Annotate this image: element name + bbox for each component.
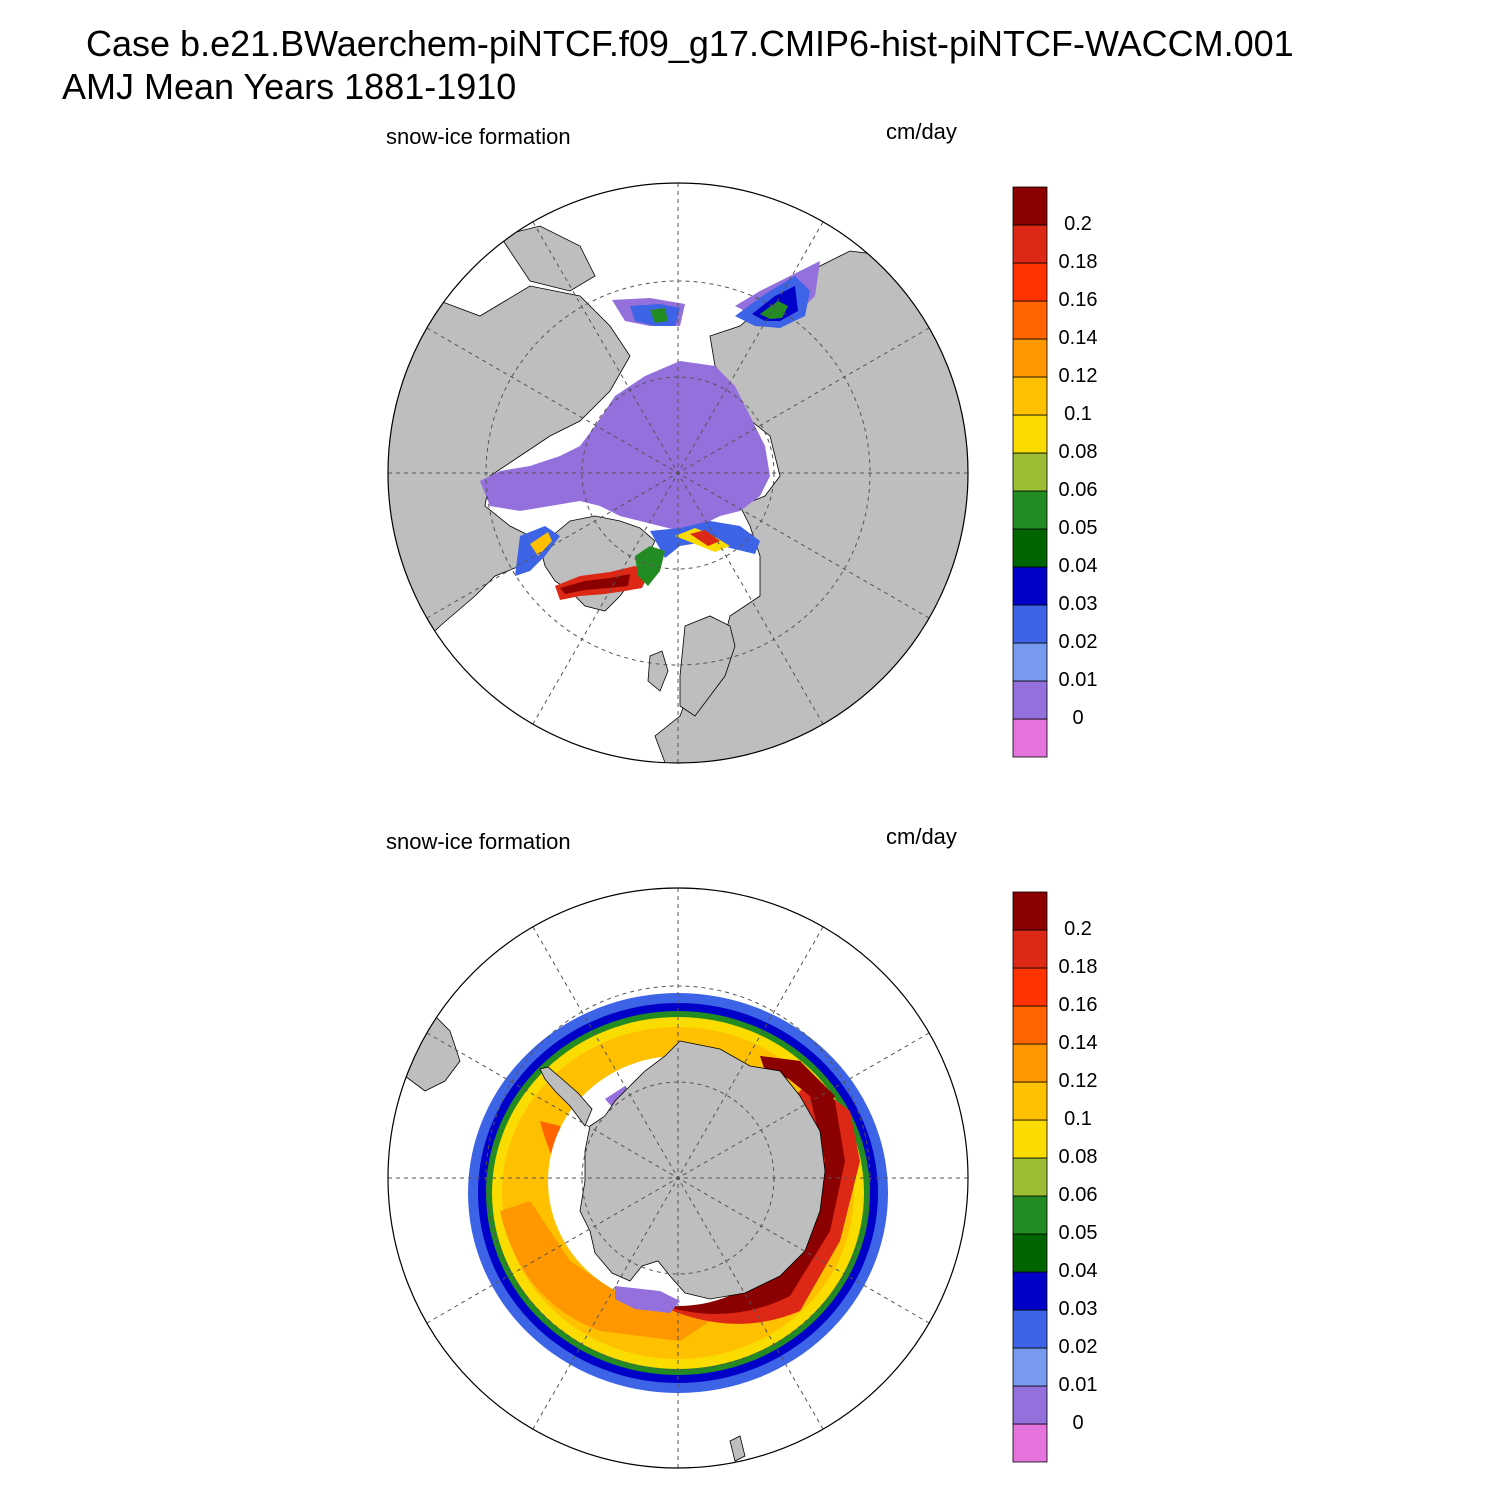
colorbar-tick-label: 0.01 — [1058, 1374, 1098, 1396]
figure-subtitle: AMJ Mean Years 1881-1910 — [62, 66, 517, 107]
colorbar-box — [1012, 452, 1048, 492]
colorbar-tick-label: 0.18 — [1058, 956, 1098, 978]
colorbar-tick-label: 0.08 — [1058, 1146, 1098, 1168]
colorbar-tick-label: 0.2 — [1064, 918, 1092, 940]
colorbar-box — [1012, 1347, 1048, 1387]
colorbar-box — [1012, 376, 1048, 416]
colorbar-tick-label: 0.1 — [1064, 1108, 1092, 1130]
variable-label-north: snow-ice formation — [386, 124, 571, 149]
colorbar-tick-label: 0.04 — [1058, 1260, 1098, 1282]
colorbar-box — [1012, 338, 1048, 378]
colorbar-tick-label: 0.16 — [1058, 994, 1098, 1016]
colorbar-tick-label: 0.04 — [1058, 555, 1098, 577]
colorbar-tick-label: 0.03 — [1058, 593, 1098, 615]
colorbar-tick-label: 0.16 — [1058, 289, 1098, 311]
colorbar-tick-label: 0.1 — [1064, 403, 1092, 425]
colorbar-box — [1012, 262, 1048, 302]
colorbar-box — [1012, 566, 1048, 606]
colorbar-box — [1012, 1309, 1048, 1349]
colorbar-tick-label: 0.01 — [1058, 669, 1098, 691]
colorbar-tick-label: 0.02 — [1058, 631, 1098, 653]
colorbar-box — [1012, 929, 1048, 969]
colorbar-box — [1012, 414, 1048, 454]
colorbar-box — [1012, 718, 1048, 758]
colorbar-tick-label: 0 — [1072, 1412, 1084, 1434]
colorbar-tick-label: 0.03 — [1058, 1298, 1098, 1320]
colorbar-tick-label: 0.06 — [1058, 1184, 1098, 1206]
graticule-north — [388, 183, 968, 763]
graticule-south — [388, 888, 968, 1468]
map-boundary-south — [387, 887, 969, 1469]
units-label-north: cm/day — [886, 119, 957, 144]
colorbar-box — [1012, 1043, 1048, 1083]
colorbar-tick-label: 0.02 — [1058, 1336, 1098, 1358]
colorbar-box — [1012, 1157, 1048, 1197]
colorbar-tick-label: 0.08 — [1058, 441, 1098, 463]
colorbar-tick-label: 0.2 — [1064, 213, 1092, 235]
figure-title: Case b.e21.BWaerchem-piNTCF.f09_g17.CMIP… — [86, 23, 1294, 64]
colorbar-box — [1012, 1005, 1048, 1045]
colorbar-tick-label: 0.05 — [1058, 1222, 1098, 1244]
ice-band-020b — [760, 1056, 835, 1111]
antarctic-panel: snow-ice formation cm/day — [0, 705, 1500, 1469]
colorbar-box — [1012, 300, 1048, 340]
colorbar-tick-label: 0.12 — [1058, 365, 1098, 387]
ice-band-001a — [615, 1286, 680, 1313]
variable-label-south: snow-ice formation — [386, 829, 571, 854]
colorbar-box — [1012, 642, 1048, 682]
colorbar-tick-label: 0.12 — [1058, 1070, 1098, 1092]
colorbar-tick-label: 0.14 — [1058, 327, 1098, 349]
colorbar-box — [1012, 490, 1048, 530]
colorbar-box — [1012, 891, 1048, 931]
colorbar-box — [1012, 1385, 1048, 1425]
arctic-polar-map — [387, 182, 969, 764]
arctic-panel: snow-ice formation cm/day — [0, 0, 1500, 764]
ice-band-014 — [500, 1201, 710, 1341]
colorbar-box — [1012, 1233, 1048, 1273]
map-boundary-north — [387, 182, 969, 764]
colorbar-box — [1012, 1423, 1048, 1463]
colorbar-box — [1012, 528, 1048, 568]
colorbar-tick-label: 0.18 — [1058, 251, 1098, 273]
colorbar-tick-label: 0.14 — [1058, 1032, 1098, 1054]
colorbar-tick-label: 0.06 — [1058, 479, 1098, 501]
colorbar-box — [1012, 1271, 1048, 1311]
colorbar-north — [1012, 186, 1048, 758]
colorbar-box — [1012, 1195, 1048, 1235]
colorbar-tick-label: 0 — [1072, 707, 1084, 729]
colorbar-tick-label: 0.05 — [1058, 517, 1098, 539]
colorbar-box — [1012, 604, 1048, 644]
colorbar-box — [1012, 967, 1048, 1007]
colorbar-box — [1012, 1081, 1048, 1121]
colorbar-box — [1012, 1119, 1048, 1159]
units-label-south: cm/day — [886, 824, 957, 849]
colorbar-box — [1012, 186, 1048, 226]
colorbar-box — [1012, 224, 1048, 264]
colorbar-south — [1012, 891, 1048, 1463]
antarctic-polar-map — [387, 887, 969, 1469]
